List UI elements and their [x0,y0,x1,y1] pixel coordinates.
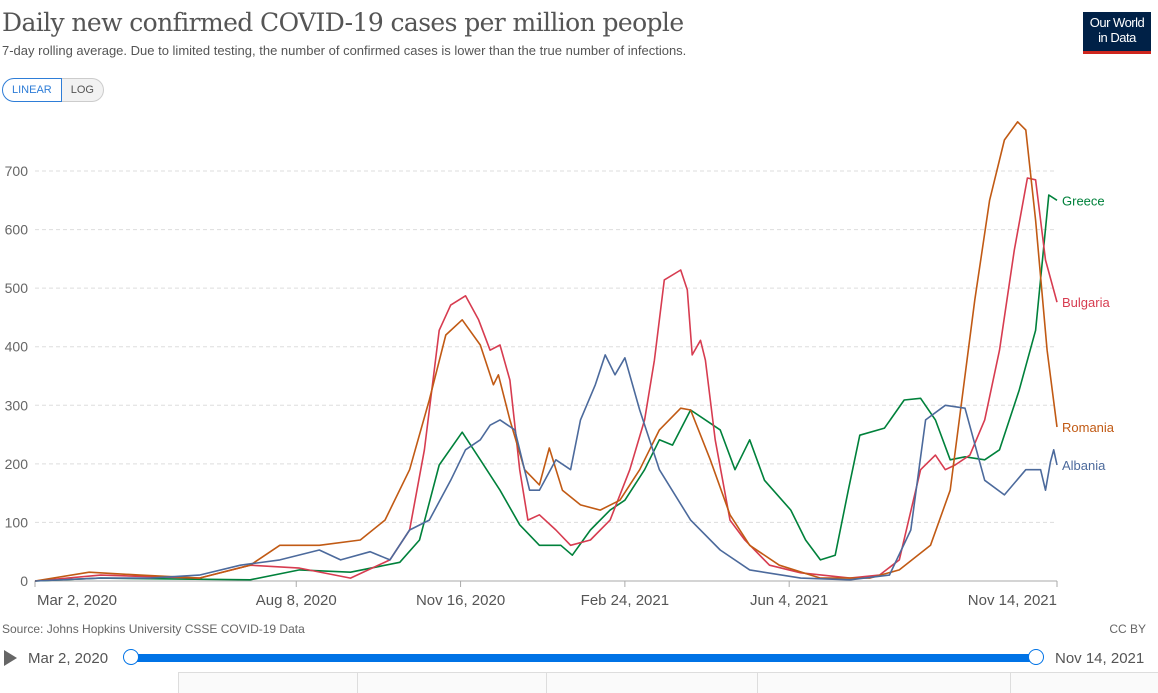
y-tick-label: 400 [5,339,29,355]
series-line-bulgaria [34,177,1058,582]
timeline-end-handle[interactable] [1028,649,1044,665]
x-tick-label: Mar 2, 2020 [37,592,117,609]
series-label-greece: Greece [1062,193,1105,208]
logo-line-2: in Data [1098,30,1136,45]
tab-divider [757,673,758,693]
logo-line-1: Our World [1089,15,1145,30]
bottom-tab-bar [178,672,1158,693]
owid-logo[interactable]: Our World in Data [1083,12,1151,54]
tab-divider [357,673,358,693]
series-line-romania [34,121,1058,582]
timeline-end-label: Nov 14, 2021 [1055,650,1145,667]
log-button[interactable]: LOG [61,78,104,102]
tab-divider [546,673,547,693]
y-tick-label: 0 [20,573,28,589]
series-label-bulgaria: Bulgaria [1062,295,1110,310]
y-tick-label: 500 [5,280,29,296]
play-icon[interactable] [4,650,17,666]
chart-subtitle: 7-day rolling average. Due to limited te… [2,43,687,58]
scale-toggle: LINEAR LOG [2,78,104,102]
source-note[interactable]: Source: Johns Hopkins University CSSE CO… [2,622,305,636]
series-label-romania: Romania [1062,420,1115,435]
timeline-start-handle[interactable] [123,649,139,665]
chart-title: Daily new confirmed COVID-19 cases per m… [2,8,684,37]
y-tick-label: 300 [5,397,29,413]
timeline-slider-track[interactable] [131,654,1036,662]
y-tick-label: 600 [5,222,29,238]
linear-button[interactable]: LINEAR [2,78,62,102]
x-tick-label: Feb 24, 2021 [581,592,669,609]
y-tick-label: 200 [5,456,29,472]
x-tick-label: Jun 4, 2021 [750,592,828,609]
timeline-start-label: Mar 2, 2020 [28,650,109,667]
series-line-albania [34,354,1058,582]
x-tick-label: Nov 14, 2021 [968,592,1057,609]
x-tick-label: Nov 16, 2020 [416,592,505,609]
series-label-albania: Albania [1062,458,1106,473]
license-link[interactable]: CC BY [1109,622,1146,636]
y-tick-label: 700 [5,163,29,179]
x-tick-label: Aug 8, 2020 [256,592,337,609]
tab-divider [1010,673,1011,693]
y-tick-label: 100 [5,514,29,530]
series-line-greece [34,194,1058,582]
